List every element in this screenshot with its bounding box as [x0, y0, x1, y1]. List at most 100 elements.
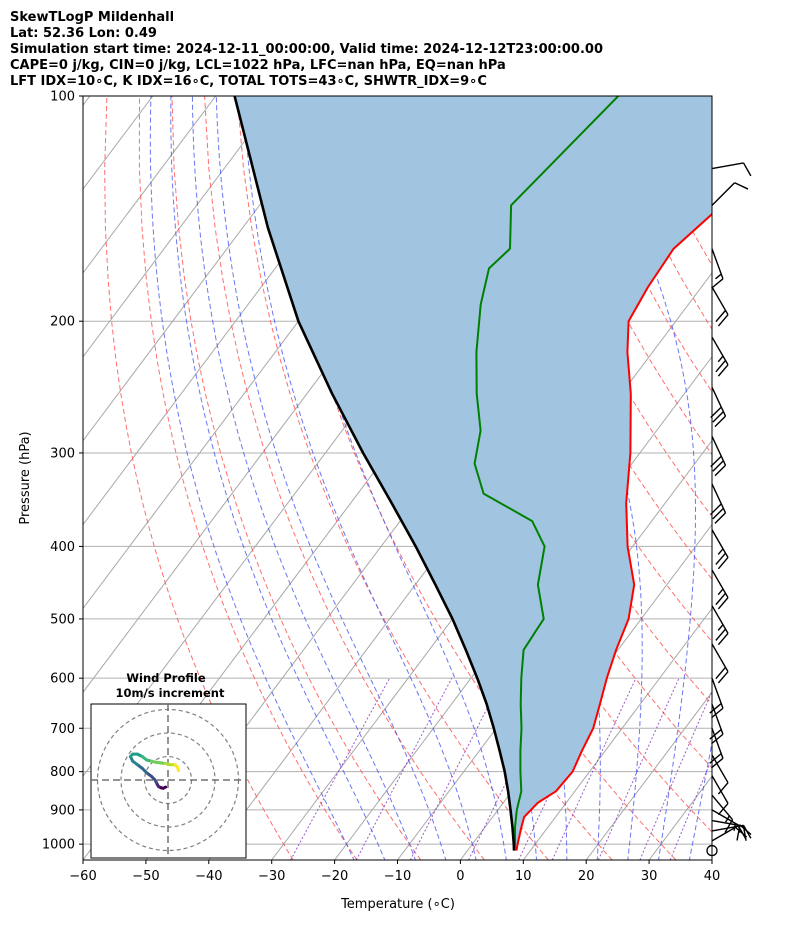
- dry-adiabat: [758, 96, 794, 860]
- wind-barb-flag: [715, 592, 727, 606]
- wind-barb-flag: [709, 703, 722, 714]
- isotherm: [83, 96, 342, 442]
- wind-barb-flag: [711, 278, 724, 289]
- cape-fill: [234, 96, 712, 851]
- dry-adiabat: [104, 96, 294, 860]
- wind-barb-flag: [712, 460, 724, 472]
- x-tick-label: −10: [384, 869, 411, 884]
- wind-barb-flag: [742, 162, 752, 177]
- wind-barb-staff: [711, 248, 724, 280]
- wind-barb-flag: [715, 628, 727, 641]
- wind-barb-flag: [715, 666, 727, 680]
- y-tick-label: 800: [50, 765, 75, 780]
- wind-barb-half-flag: [717, 355, 724, 363]
- isotherm: [775, 96, 794, 860]
- x-axis-label: Temperature (∘C): [340, 897, 455, 912]
- wind-barb-flag: [742, 824, 752, 839]
- x-tick-label: −20: [321, 869, 348, 884]
- temperature-line: [515, 212, 712, 851]
- mixing-ratio-line: [409, 677, 504, 860]
- wind-barb-half-flag: [717, 588, 724, 596]
- wind-barb-staff: [711, 162, 744, 170]
- wind-barb-staff: [711, 435, 727, 466]
- wind-barb-flag: [724, 819, 734, 833]
- mixing-ratio-line: [669, 757, 712, 860]
- moist-adiabat: [170, 96, 386, 860]
- wind-barb-half-flag: [717, 548, 724, 555]
- isotherm: [83, 96, 280, 358]
- wind-barb-staff: [711, 794, 734, 821]
- hodograph-trace-segment: [175, 765, 181, 773]
- wind-barb-flag: [717, 782, 729, 795]
- y-tick-label: 1000: [42, 838, 75, 853]
- mixing-ratio-line: [290, 677, 391, 860]
- x-tick-label: 30: [641, 869, 658, 884]
- wind-barb-staff: [711, 286, 729, 316]
- moist-adiabat: [588, 96, 696, 860]
- wind-barb-flag: [711, 733, 724, 745]
- wind-barb-flag: [710, 406, 722, 419]
- wind-barb-flag: [715, 552, 727, 565]
- stability-line: CAPE=0 j/kg, CIN=0 j/kg, LCL=1022 hPa, L…: [10, 58, 506, 73]
- dry-adiabat: [236, 96, 549, 860]
- moist-adiabat: [215, 96, 447, 860]
- mixing-ratio-line: [551, 677, 637, 860]
- x-tick-label: −40: [195, 869, 222, 884]
- wind-barb-flag: [717, 632, 729, 646]
- moist-adiabat: [149, 96, 355, 860]
- moist-adiabat: [490, 96, 643, 860]
- y-tick-label: 400: [50, 540, 75, 555]
- moist-adiabat: [720, 96, 794, 862]
- y-axis-label: Pressure (hPa): [18, 431, 33, 524]
- y-tick-label: 600: [50, 672, 75, 687]
- moist-adiabat: [751, 96, 794, 862]
- moist-adiabat: [242, 96, 477, 860]
- x-tick-label: 40: [704, 869, 721, 884]
- x-tick-label: −30: [258, 869, 285, 884]
- wind-barb-flag: [736, 825, 741, 841]
- index-line: LFT IDX=10∘C, K IDX=16∘C, TOTAL TOTS=43∘…: [10, 74, 487, 89]
- wind-barb-flag: [709, 729, 722, 740]
- wind-barb-flag: [717, 364, 729, 377]
- wind-barb-flag: [710, 503, 722, 515]
- x-tick-label: 10: [515, 869, 532, 884]
- wind-barb-half-flag: [715, 273, 722, 280]
- wind-barb-staff: [711, 182, 736, 206]
- hodograph-title: Wind Profile: [126, 671, 206, 685]
- parcel-line: [233, 96, 516, 851]
- x-tick-label: 0: [456, 869, 464, 884]
- dry-adiabat: [726, 96, 794, 860]
- wind-barb-flag: [711, 707, 724, 719]
- wind-barb-flag: [714, 464, 727, 477]
- wind-barb-flag: [742, 826, 747, 841]
- dry-adiabat: [171, 96, 422, 860]
- isotherm: [83, 96, 91, 107]
- wind-barb-staff: [711, 677, 724, 709]
- wind-barb-flag: [717, 802, 729, 816]
- hodograph-subtitle: 10m/s increment: [116, 686, 225, 700]
- location-line: Lat: 52.36 Lon: 0.49: [10, 26, 157, 41]
- isotherm: [83, 96, 217, 274]
- x-tick-label: −60: [69, 869, 96, 884]
- isotherm: [522, 607, 712, 860]
- wind-barb-flag: [714, 415, 727, 428]
- wind-barb-flag: [734, 182, 749, 190]
- wind-barb-staff: [711, 336, 729, 366]
- wind-barb-flag: [711, 757, 724, 769]
- wind-barb-flag: [717, 597, 729, 610]
- moist-adiabat: [274, 96, 507, 860]
- y-tick-label: 500: [50, 612, 75, 627]
- y-tick-label: 900: [50, 803, 75, 818]
- wind-barb-staff: [711, 809, 741, 827]
- wind-barb-flag: [715, 309, 727, 323]
- axis-ticks: −60 −50 −40 −30 −20 −10 0 10 20 30 40 1000 900 800 700…: [42, 90, 720, 885]
- wind-barb-flag: [712, 507, 724, 520]
- hodograph: Wind Profile 10m/s increment: [90, 671, 247, 859]
- profile-lines: [233, 96, 712, 851]
- wind-barb-staff: [711, 386, 727, 417]
- dry-adiabat: [529, 96, 712, 456]
- wind-barb-half-flag: [724, 815, 730, 823]
- wind-barb-half-flag: [717, 624, 724, 631]
- dry-adiabat: [791, 96, 794, 860]
- wind-barb-flag: [717, 314, 729, 327]
